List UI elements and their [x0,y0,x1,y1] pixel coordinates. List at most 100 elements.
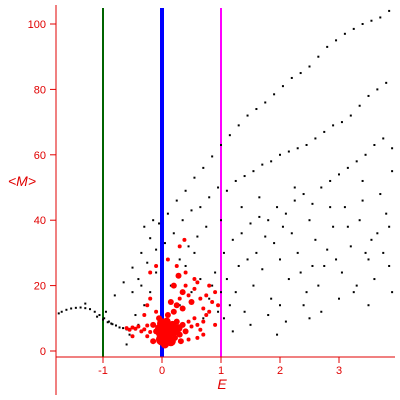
red-point [186,337,191,342]
black-point [211,284,214,287]
black-point [314,238,317,241]
red-point [133,326,138,331]
y-axis-title: <M> [8,173,36,189]
black-point [373,143,376,146]
black-point [346,225,349,228]
red-point [182,237,187,242]
x-tick-label: 1 [218,365,224,377]
black-point [152,219,155,222]
red-point [170,282,177,289]
black-point [299,271,302,274]
red-point [182,328,189,335]
black-point [382,251,385,254]
black-point [308,219,311,222]
black-point [178,258,181,261]
red-point [189,324,194,329]
red-point [213,290,218,295]
black-point [364,251,367,254]
black-point [332,124,335,127]
black-point [96,315,99,318]
black-point [376,88,379,91]
black-point [193,251,196,254]
black-point [220,143,222,146]
black-point [240,232,243,235]
red-point [142,313,147,318]
red-point [183,283,188,288]
black-point [391,291,394,294]
red-point [177,296,182,301]
black-point [134,314,137,317]
black-point [332,225,335,228]
black-point [329,179,332,182]
x-tick-label: -1 [98,365,108,377]
red-point [201,319,206,324]
red-point [156,333,168,346]
black-point [231,330,234,333]
red-point [154,309,159,314]
black-point [114,324,117,327]
black-point [228,134,231,137]
black-point [379,16,382,19]
red-point [173,318,180,325]
black-point [329,206,332,209]
black-point [279,304,281,307]
black-point [340,121,343,124]
black-point [228,304,231,307]
black-point [163,242,166,245]
black-point [293,199,296,202]
black-point [279,258,281,261]
black-point [199,278,202,281]
black-point [234,291,237,294]
black-point [184,189,187,192]
black-point [343,206,346,209]
red-point [204,313,209,318]
black-point [361,23,364,25]
black-point [149,291,152,294]
black-point [290,76,293,79]
red-point [198,327,203,332]
black-point [60,310,63,313]
black-point [382,137,385,140]
black-point [57,312,60,315]
black-point [284,320,287,323]
red-point [167,298,174,305]
black-point [276,206,279,209]
black-point [104,310,107,313]
black-point [131,266,134,269]
black-point [140,284,143,287]
black-point [338,297,340,300]
black-point [335,258,338,261]
black-point [122,327,125,330]
red-point [139,329,144,334]
red-point [195,280,200,285]
y-tick-label: 80 [34,84,46,96]
black-point [370,238,373,241]
red-point [171,334,178,341]
red-point [164,312,171,319]
black-point [358,104,361,107]
red-point [179,321,186,328]
black-point [143,304,146,307]
black-point [367,304,370,307]
red-point [170,308,177,315]
y-axis-ticks: 0 20 40 60 80 100 [28,19,56,358]
black-point [314,137,317,140]
red-point [192,286,197,291]
black-point [373,278,376,281]
black-point [258,196,261,199]
black-point [264,101,267,104]
red-point [207,309,212,314]
black-point [118,326,121,329]
red-point [148,270,153,275]
black-point [293,186,296,189]
black-point [287,278,290,281]
black-point [364,153,367,156]
black-point [93,310,96,313]
red-point [145,334,150,339]
black-point [243,175,246,178]
black-point [391,170,394,173]
x-axis-ticks: -1 0 1 2 3 [98,357,342,377]
black-point [296,147,299,150]
black-point [211,155,214,158]
black-point [388,225,391,228]
